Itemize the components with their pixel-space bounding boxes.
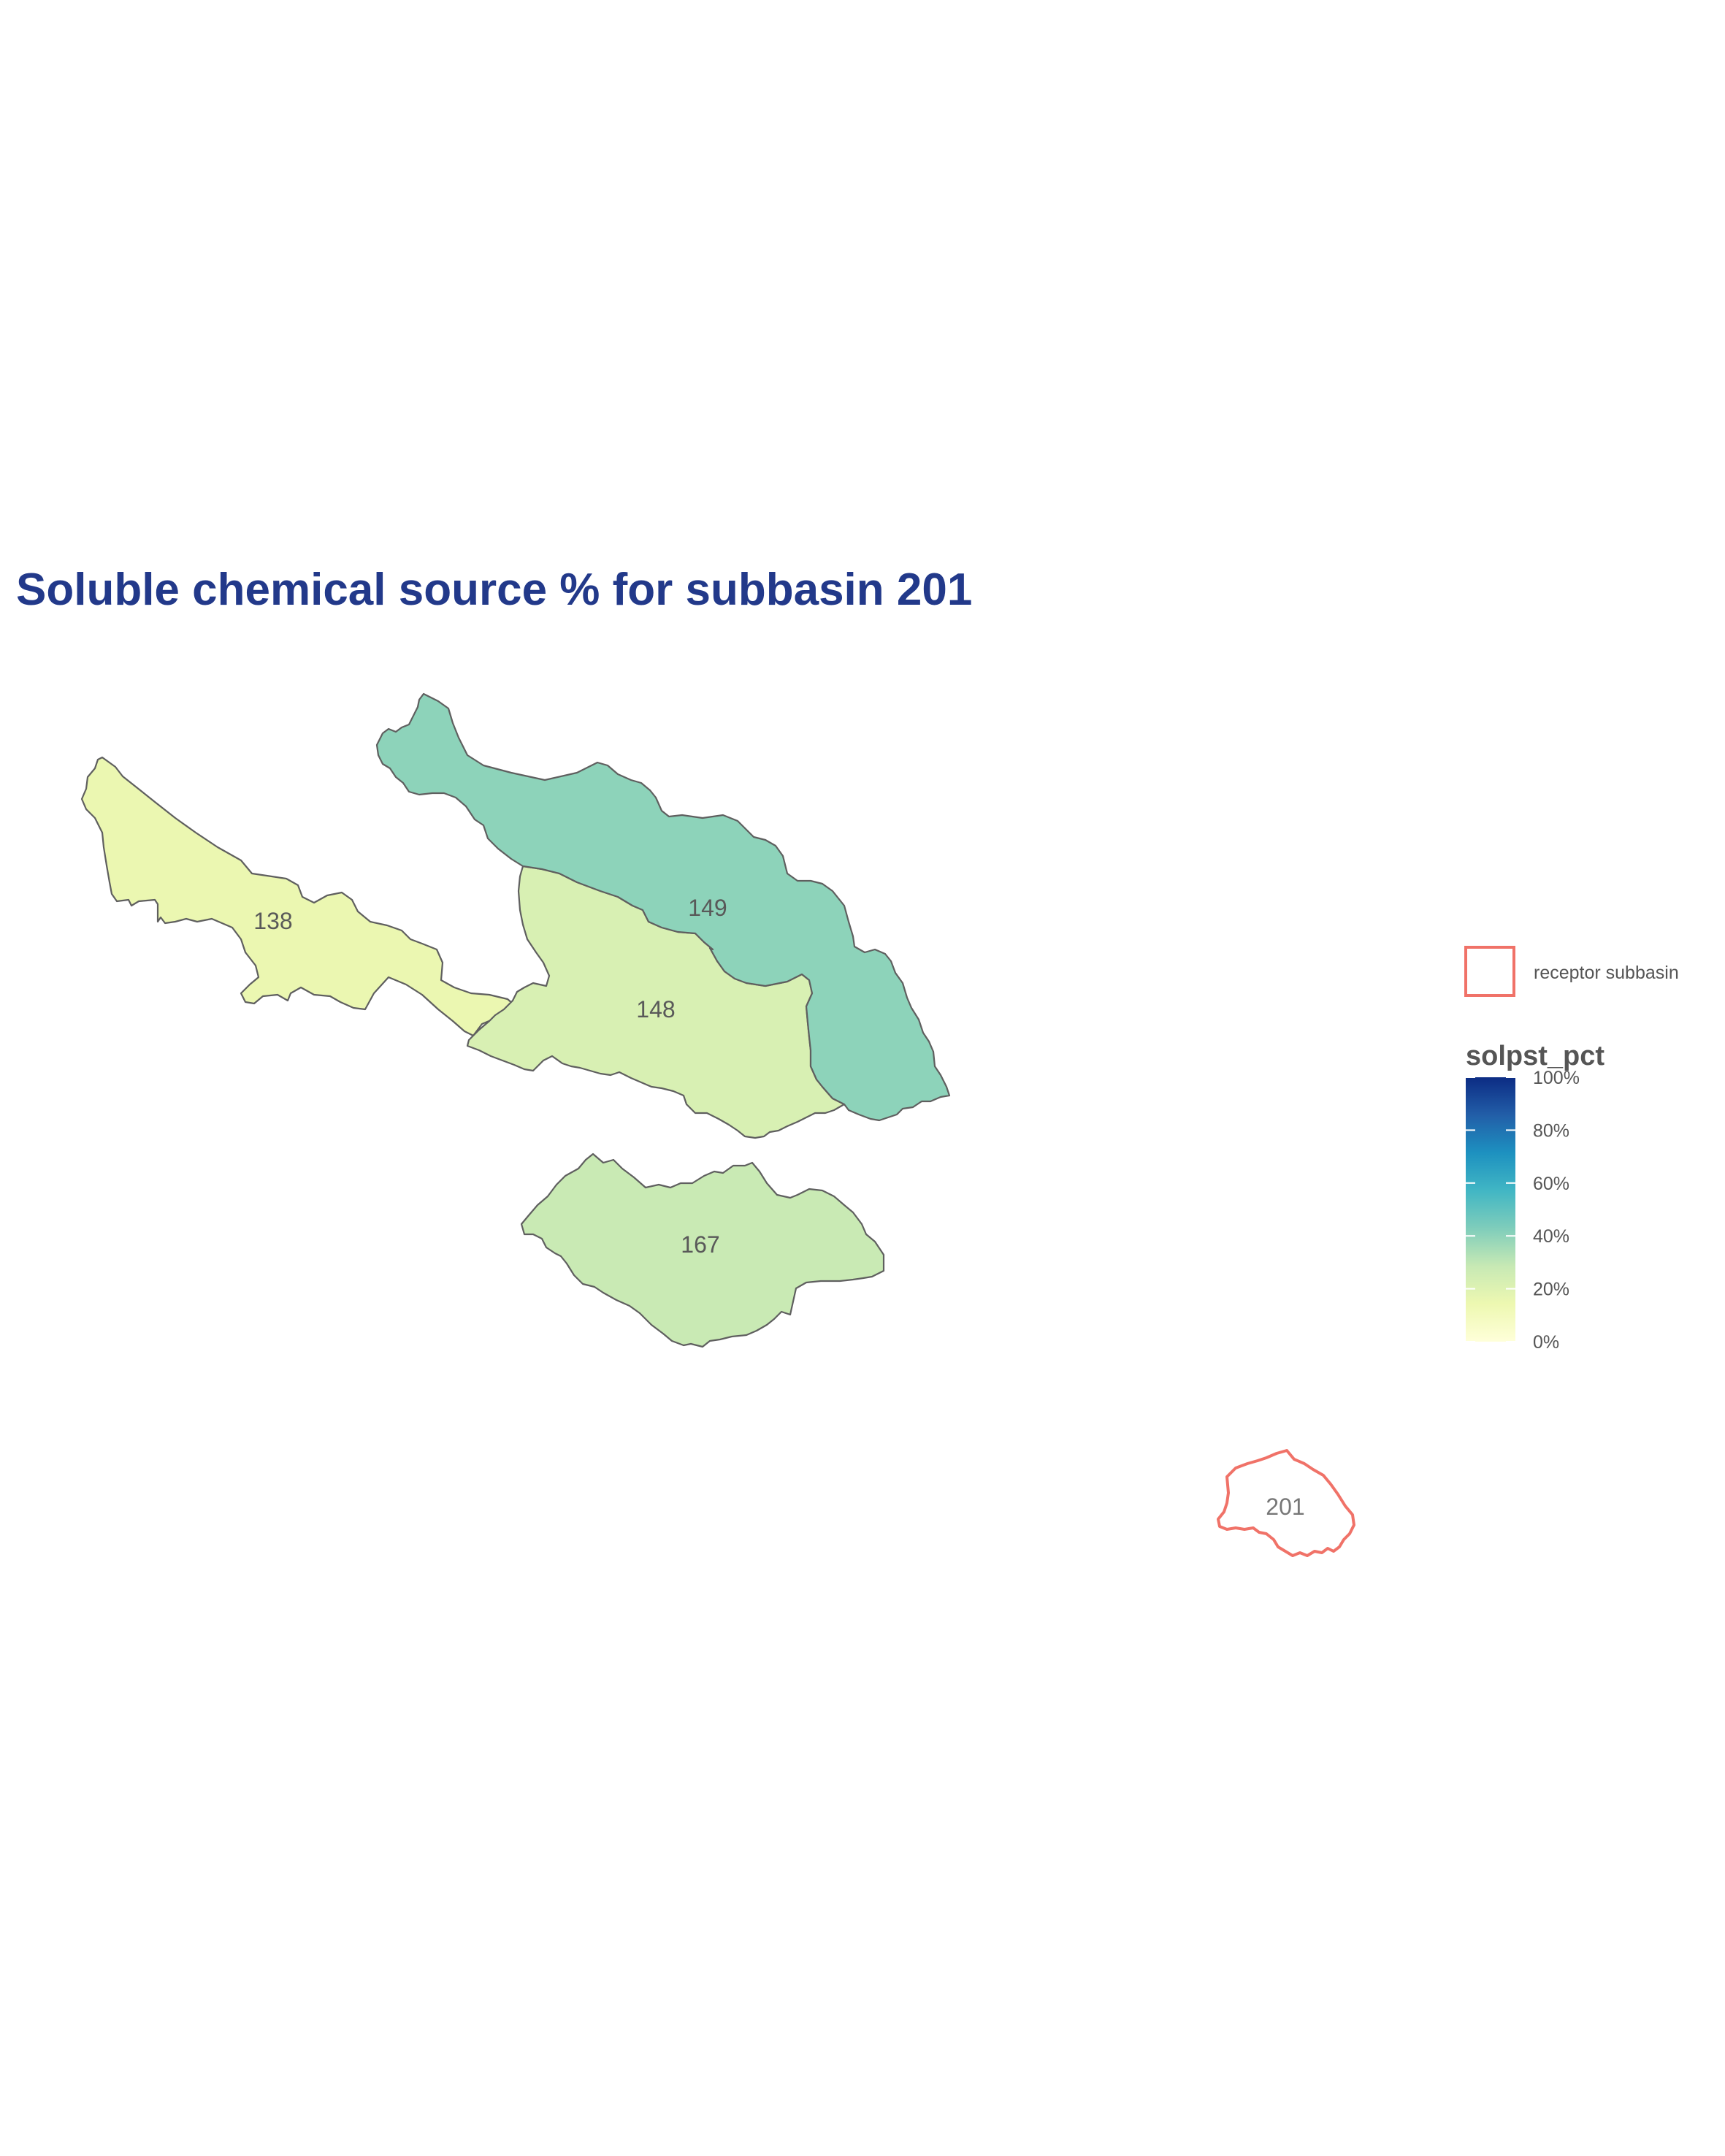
fill-legend-title: solpst_pct bbox=[1466, 1041, 1604, 1071]
receptor-label-201: 201 bbox=[1266, 1494, 1304, 1520]
colorbar-tick-label: 40% bbox=[1533, 1226, 1569, 1247]
receptor-legend-key bbox=[1464, 946, 1515, 997]
colorbar bbox=[1466, 1077, 1515, 1342]
colorbar-tick-label: 0% bbox=[1533, 1332, 1559, 1353]
receptor-subbasin-201-outline[interactable] bbox=[1217, 1449, 1355, 1557]
subbasin-label-167: 167 bbox=[681, 1231, 719, 1258]
subbasin-label-149: 149 bbox=[688, 895, 727, 921]
colorbar-tick-label: 80% bbox=[1533, 1120, 1569, 1141]
receptor-legend-label: receptor subbasin bbox=[1534, 963, 1679, 983]
colorbar-tick-label: 100% bbox=[1533, 1068, 1580, 1088]
colorbar-tick-label: 60% bbox=[1533, 1174, 1569, 1194]
subbasin-label-138: 138 bbox=[253, 908, 292, 934]
fill-legend: solpst_pct 0% 20% 40% 60% 80% 100% bbox=[1466, 1041, 1604, 1353]
subbasin-149-polygon[interactable] bbox=[375, 692, 951, 1122]
subbasin-167-polygon[interactable] bbox=[520, 1152, 885, 1348]
receptor-legend: receptor subbasin bbox=[1464, 946, 1679, 997]
subbasin-138-polygon[interactable] bbox=[80, 756, 514, 1037]
subbasin-label-148: 148 bbox=[636, 996, 675, 1022]
map-title: Soluble chemical source % for subbasin 2… bbox=[16, 565, 973, 615]
colorbar-tick-label: 20% bbox=[1533, 1280, 1569, 1300]
